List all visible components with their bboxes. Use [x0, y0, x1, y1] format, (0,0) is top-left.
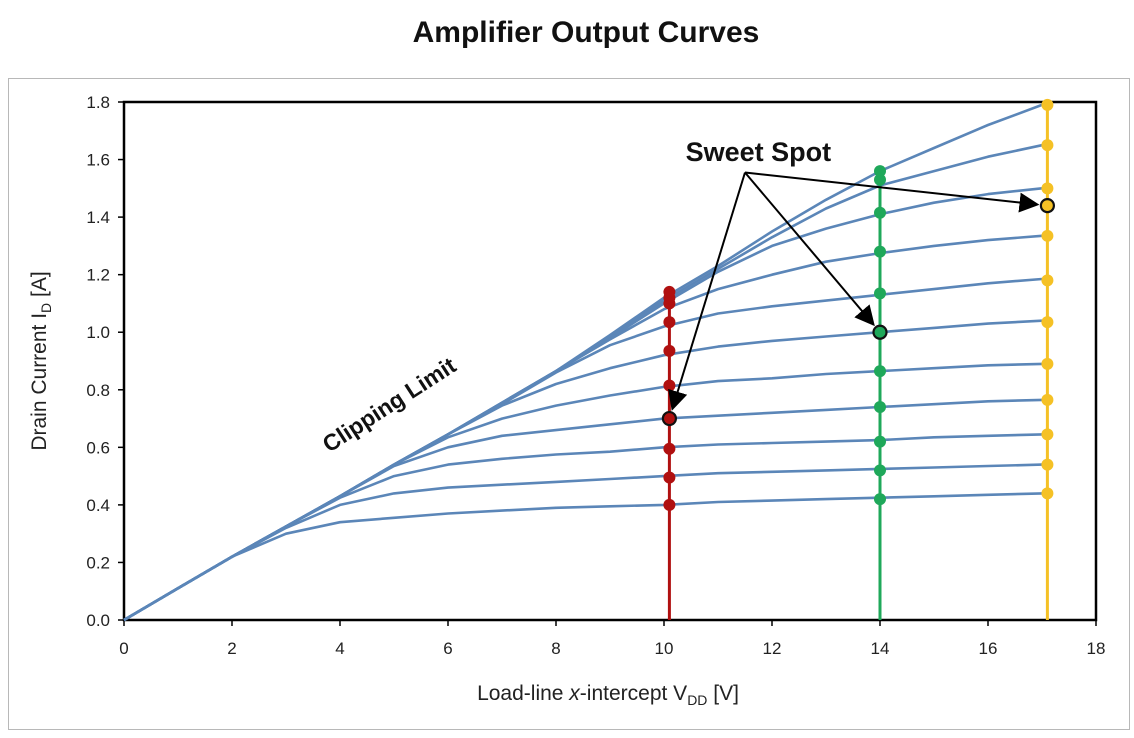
y-axis-label-unit: [A]: [28, 271, 51, 303]
y-tick-label: 1.2: [86, 266, 110, 285]
x-tick-label: 4: [335, 639, 344, 658]
yellow-point: [1041, 357, 1054, 370]
y-tick-label: 1.0: [86, 323, 110, 342]
y-tick-label: 1.4: [86, 208, 110, 227]
green-point: [874, 173, 886, 186]
yellow-point: [1041, 182, 1054, 195]
x-tick-label: 6: [443, 639, 452, 658]
x-tick-label: 14: [871, 639, 890, 658]
plot-border: [122, 100, 1098, 622]
yellow-point: [1041, 487, 1054, 500]
chart-frame: [8, 78, 1130, 730]
green-point: [874, 493, 886, 506]
annotation-arrow: [744, 171, 1040, 213]
red-point: [663, 285, 676, 298]
x-axis-label-rest: -intercept V: [580, 682, 687, 705]
yellow-point: [1041, 393, 1054, 406]
x-tick-label: 10: [655, 639, 674, 658]
curve-line-9: [123, 187, 1043, 622]
red-point: [663, 471, 676, 484]
sweet-spot-point: [872, 324, 888, 340]
yellow-point: [1041, 428, 1054, 441]
green-point: [874, 464, 886, 477]
red-point: [663, 379, 676, 392]
x-axis-label-italic: x: [568, 682, 581, 705]
red-point: [663, 442, 676, 455]
y-tick-label: 0.0: [86, 611, 110, 630]
x-tick-label: 8: [551, 639, 560, 658]
green-point: [874, 165, 886, 178]
green-point: [874, 245, 886, 258]
chart-title: Amplifier Output Curves: [412, 16, 760, 49]
y-tick-label: 0.4: [86, 496, 110, 515]
y-tick-label: 0.8: [86, 381, 110, 400]
x-axis-label-subscript: DD: [687, 692, 707, 708]
green-point: [874, 206, 886, 219]
yellow-point: [1041, 139, 1054, 152]
yellow-point: [1041, 229, 1054, 242]
yellow-point: [1041, 98, 1054, 111]
green-point: [874, 401, 886, 414]
curve-line-2: [123, 463, 1043, 622]
y-axis-label-subscript: D: [38, 303, 54, 313]
yellow-point: [1041, 458, 1054, 471]
annotation-arrow: [668, 172, 746, 411]
curve-line-4: [123, 398, 1043, 622]
x-tick-label: 16: [979, 639, 998, 658]
curve-line-5: [123, 362, 1043, 622]
y-tick-label: 0.2: [86, 553, 110, 572]
sweet-spot-point: [1039, 198, 1056, 214]
x-tick-label: 18: [1087, 639, 1106, 658]
curve-line-11: [123, 103, 1043, 622]
y-axis-label-main: Drain Current I: [28, 313, 51, 451]
red-point: [663, 344, 676, 357]
x-tick-label: 2: [227, 639, 236, 658]
red-point: [663, 498, 676, 511]
y-tick-label: 0.6: [86, 438, 110, 457]
sweet-spot-point: [661, 410, 678, 427]
x-axis-label-main: Load-line: [477, 682, 569, 705]
x-tick-label: 0: [119, 639, 128, 658]
green-point: [874, 287, 886, 300]
annotation-arrow: [744, 171, 875, 327]
green-point: [874, 365, 886, 378]
curve-line-1: [123, 492, 1043, 622]
sweet-spot-label: Sweet Spot: [686, 137, 832, 167]
green-point: [874, 435, 886, 448]
y-tick-label: 1.6: [86, 151, 110, 170]
x-axis-label-unit: [V]: [707, 682, 739, 705]
x-tick-label: 12: [763, 639, 782, 658]
yellow-point: [1041, 274, 1054, 287]
x-axis-label: Load-line x-intercept VDD [V]: [477, 682, 739, 708]
red-point: [663, 316, 676, 329]
curve-line-10: [123, 143, 1043, 622]
plot-area: 0 2 4 6 8 10 12 14 16 18 0.0 0.2 0.4 0.6 0.8 1.0 1.2 1.4 1…: [86, 93, 1105, 658]
y-tick-label: 1.8: [86, 93, 110, 112]
y-axis-label: Drain Current ID [A]: [28, 271, 54, 450]
curve-line-6: [123, 319, 1043, 622]
curve-line-3: [123, 433, 1043, 622]
yellow-point: [1041, 316, 1054, 329]
